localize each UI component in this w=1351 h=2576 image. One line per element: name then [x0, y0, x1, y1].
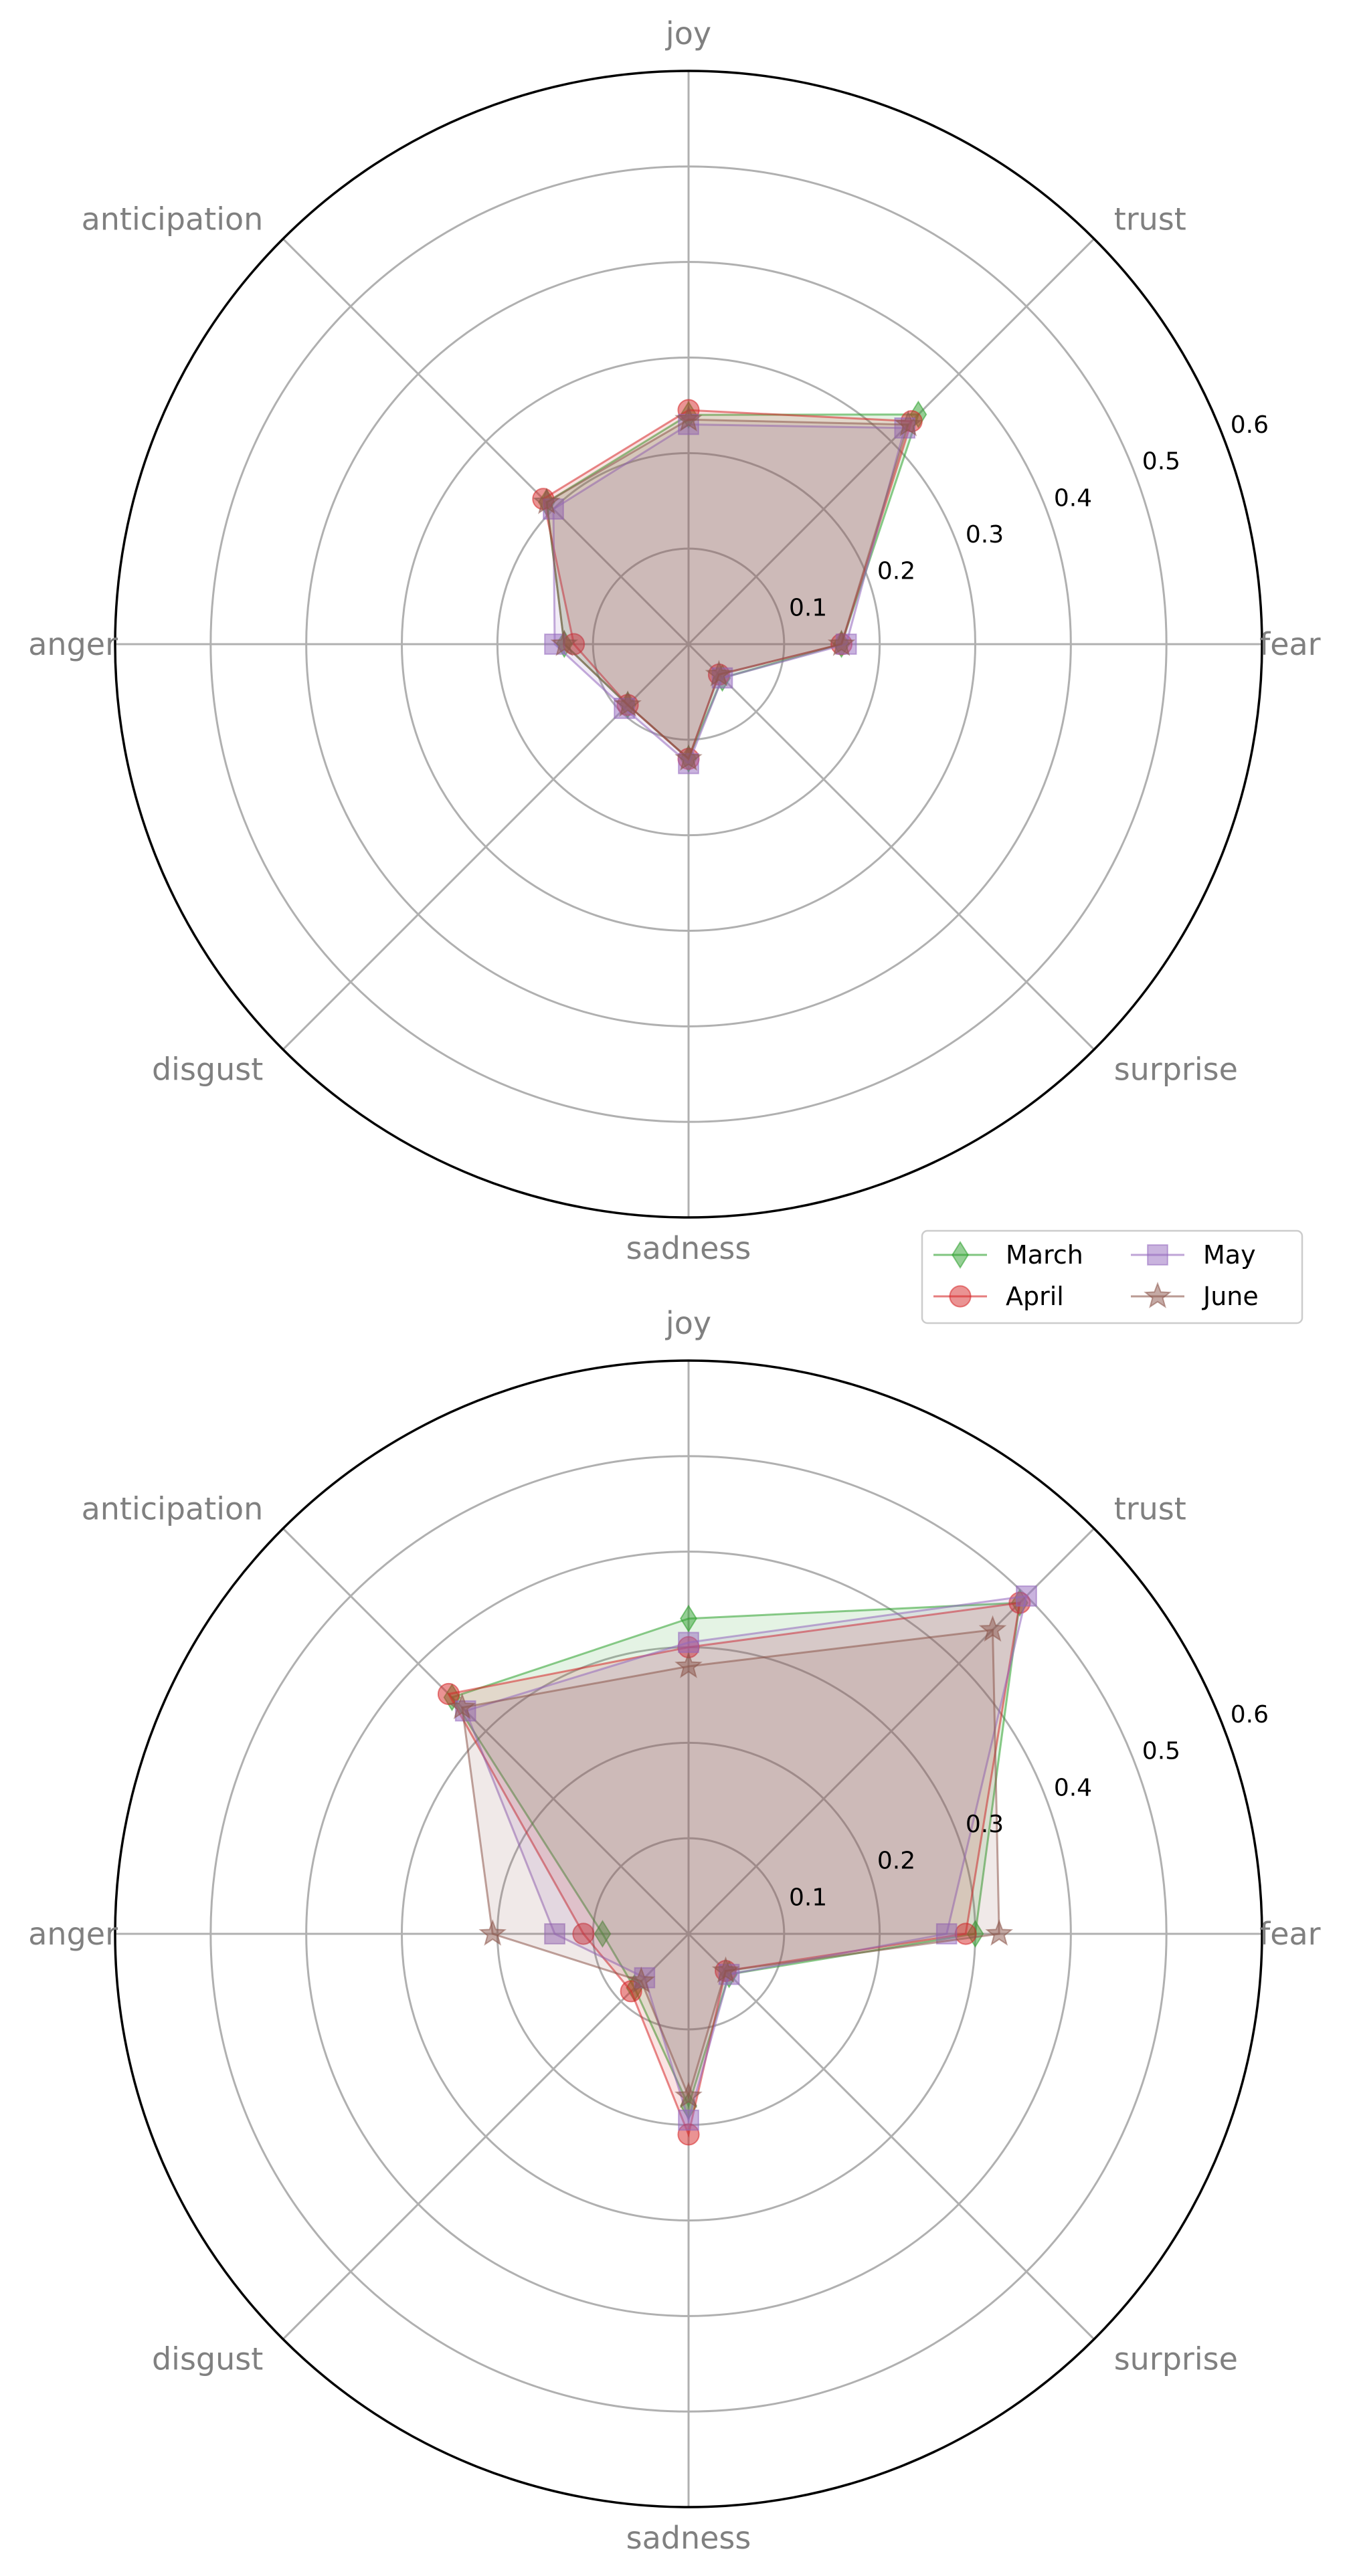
data-point	[594, 1920, 612, 1948]
series-area	[553, 424, 905, 764]
data-point	[437, 1682, 460, 1706]
data-point	[478, 1919, 507, 1946]
spoke-line	[282, 1933, 690, 2341]
data-point	[985, 1919, 1014, 1946]
legend-label: May	[1203, 1240, 1256, 1270]
radial-tick-label: 0.5	[1142, 448, 1180, 476]
category-label-fear: fear	[1259, 1916, 1321, 1952]
category-label-sadness: sadness	[626, 1230, 751, 1266]
category-label-disgust: disgust	[152, 2341, 263, 2377]
category-label-trust: trust	[1114, 201, 1186, 237]
data-point	[1016, 1585, 1037, 1607]
category-label-surprise: surprise	[1114, 2341, 1238, 2377]
series-area	[462, 1629, 1000, 2096]
category-label-joy: joy	[665, 15, 711, 52]
category-label-fear: fear	[1259, 626, 1321, 662]
category-label-anticipation: anticipation	[82, 201, 264, 237]
data-point	[627, 1966, 656, 1993]
legend-marker	[1144, 1282, 1172, 1308]
legend-item-april: April	[933, 1282, 1064, 1311]
legend-item-may: May	[1131, 1240, 1256, 1270]
data-point	[680, 1604, 697, 1633]
data-point	[572, 1922, 595, 1945]
category-label-anger: anger	[28, 626, 118, 662]
series-area	[448, 1603, 1020, 2135]
category-label-disgust: disgust	[152, 1052, 263, 1088]
series-area	[465, 1596, 1026, 2120]
data-point	[614, 690, 642, 717]
series-area	[546, 419, 909, 759]
radial-tick-label: 0.1	[789, 1884, 827, 1911]
data-point	[711, 1956, 740, 1983]
category-label-joy: joy	[665, 1305, 711, 1341]
data-point	[978, 1615, 1007, 1642]
series-area	[546, 414, 919, 759]
series-may	[543, 413, 916, 775]
radial-tick-label: 0.3	[966, 1811, 1004, 1838]
legend-item-june: June	[1131, 1282, 1259, 1311]
data-point	[550, 629, 579, 656]
radial-tick-label: 0.5	[1142, 1738, 1180, 1765]
legend-item-march: March	[933, 1240, 1083, 1270]
legend-box	[921, 1229, 1303, 1324]
radial-tick-label: 0.1	[789, 594, 827, 621]
series-area	[452, 1603, 1020, 2106]
category-label-surprise: surprise	[1114, 1052, 1238, 1088]
category-label-trust: trust	[1114, 1490, 1186, 1526]
category-label-anticipation: anticipation	[82, 1490, 264, 1526]
series-june	[448, 1615, 1014, 2108]
category-label-anger: anger	[28, 1916, 118, 1952]
data-point	[674, 1652, 703, 1678]
data-point	[533, 488, 561, 514]
legend-marker	[949, 1285, 972, 1308]
legend-label: March	[1006, 1240, 1083, 1270]
series-june	[533, 405, 923, 771]
radial-tick-label: 0.6	[1231, 411, 1269, 439]
category-label-sadness: sadness	[626, 2520, 751, 2556]
polar-frame	[114, 70, 1263, 1219]
data-point	[674, 2081, 703, 2108]
spoke-line	[282, 237, 690, 646]
radar-chart-2: 0.1 0.2 0.3 0.4 0.5 0.6 fear trust joy anticipati…	[28, 1305, 1320, 2556]
legend-marker	[952, 1241, 969, 1269]
data-point	[674, 405, 703, 432]
spoke-line	[687, 237, 1095, 646]
data-point	[448, 1692, 476, 1720]
radial-tick-label: 0.4	[1054, 1774, 1092, 1801]
data-point	[678, 2109, 699, 2131]
data-point	[894, 409, 923, 437]
spoke-line	[687, 1933, 1095, 2341]
data-point	[544, 1923, 565, 1945]
radial-tick-label: 0.4	[1054, 484, 1092, 512]
series-area	[543, 410, 912, 759]
data-point	[678, 1631, 699, 1654]
radial-tick-label: 0.2	[877, 558, 915, 585]
spoke-line	[687, 643, 1095, 1051]
radial-tick-label: 0.2	[877, 1848, 915, 1875]
radial-tick-label: 0.6	[1231, 1701, 1269, 1728]
legend-marker	[1147, 1244, 1168, 1266]
data-point	[827, 629, 856, 656]
legend: March April May June	[921, 1229, 1303, 1324]
legend-label: June	[1202, 1282, 1259, 1311]
spoke-line	[282, 1527, 690, 1935]
radial-tick-label: 0.3	[966, 521, 1004, 549]
data-point	[674, 744, 703, 771]
radar-chart-1: 0.1 0.2 0.3 0.4 0.5 0.6 fear trust joy anticipati…	[28, 15, 1320, 1266]
polar-frame	[114, 1359, 1263, 2508]
data-point	[705, 660, 733, 687]
legend-label: April	[1006, 1282, 1064, 1311]
